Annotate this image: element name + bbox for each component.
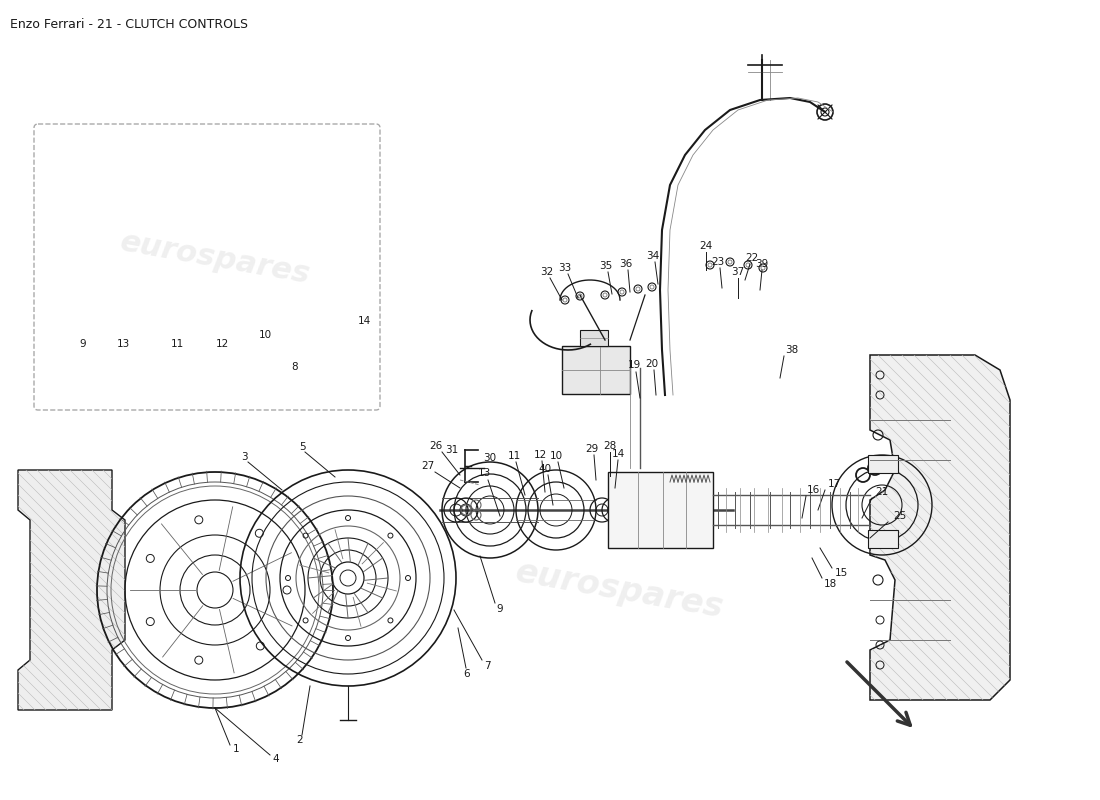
Text: 36: 36 bbox=[619, 259, 632, 269]
Text: 38: 38 bbox=[785, 345, 799, 355]
Polygon shape bbox=[870, 355, 1010, 700]
Text: 9: 9 bbox=[496, 604, 503, 614]
Text: 14: 14 bbox=[612, 449, 625, 459]
Text: 7: 7 bbox=[484, 661, 491, 671]
Text: 29: 29 bbox=[585, 444, 598, 454]
Text: 25: 25 bbox=[893, 511, 906, 521]
Text: 23: 23 bbox=[712, 257, 725, 267]
Text: 11: 11 bbox=[507, 451, 520, 461]
Text: 2: 2 bbox=[297, 735, 304, 745]
Text: 27: 27 bbox=[421, 461, 434, 471]
Text: 14: 14 bbox=[358, 316, 372, 326]
Text: 18: 18 bbox=[824, 579, 837, 589]
Text: 6: 6 bbox=[464, 669, 471, 679]
Text: 9: 9 bbox=[79, 339, 86, 349]
Text: 10: 10 bbox=[549, 451, 562, 461]
Text: 28: 28 bbox=[604, 441, 617, 451]
Text: 1: 1 bbox=[233, 744, 240, 754]
Text: 39: 39 bbox=[756, 259, 769, 269]
Text: eurospares: eurospares bbox=[514, 555, 727, 625]
Text: 11: 11 bbox=[170, 339, 184, 349]
Text: 15: 15 bbox=[835, 568, 848, 578]
Bar bbox=[562, 346, 630, 394]
Text: 26: 26 bbox=[429, 441, 442, 451]
Text: 13: 13 bbox=[117, 339, 130, 349]
Text: 40: 40 bbox=[538, 464, 551, 474]
Bar bbox=[608, 472, 713, 548]
Text: 10: 10 bbox=[258, 330, 272, 340]
Bar bbox=[868, 530, 898, 548]
Text: 37: 37 bbox=[732, 267, 745, 277]
Text: 30: 30 bbox=[483, 453, 496, 463]
Text: eurospares: eurospares bbox=[118, 227, 312, 289]
Text: 19: 19 bbox=[627, 360, 640, 370]
Text: 12: 12 bbox=[534, 450, 547, 460]
Text: 8: 8 bbox=[292, 362, 298, 372]
Text: 20: 20 bbox=[646, 359, 659, 369]
Text: 32: 32 bbox=[540, 267, 553, 277]
Text: 35: 35 bbox=[600, 261, 613, 271]
Bar bbox=[868, 455, 898, 473]
Text: 16: 16 bbox=[807, 485, 821, 495]
Text: 13: 13 bbox=[477, 468, 491, 478]
Text: 34: 34 bbox=[647, 251, 660, 261]
Text: 31: 31 bbox=[446, 445, 459, 455]
FancyBboxPatch shape bbox=[34, 124, 379, 410]
Text: 5: 5 bbox=[299, 442, 306, 452]
Text: 3: 3 bbox=[241, 452, 248, 462]
Polygon shape bbox=[870, 355, 1010, 700]
Text: 4: 4 bbox=[272, 754, 278, 764]
Text: 33: 33 bbox=[559, 263, 572, 273]
Text: 17: 17 bbox=[828, 479, 842, 489]
Bar bbox=[580, 330, 608, 346]
Polygon shape bbox=[18, 470, 125, 710]
Polygon shape bbox=[18, 470, 125, 710]
Text: 22: 22 bbox=[746, 253, 759, 263]
Text: 21: 21 bbox=[874, 487, 889, 497]
Text: 12: 12 bbox=[216, 339, 229, 349]
Text: Enzo Ferrari - 21 - CLUTCH CONTROLS: Enzo Ferrari - 21 - CLUTCH CONTROLS bbox=[10, 18, 248, 31]
Text: 24: 24 bbox=[700, 241, 713, 251]
